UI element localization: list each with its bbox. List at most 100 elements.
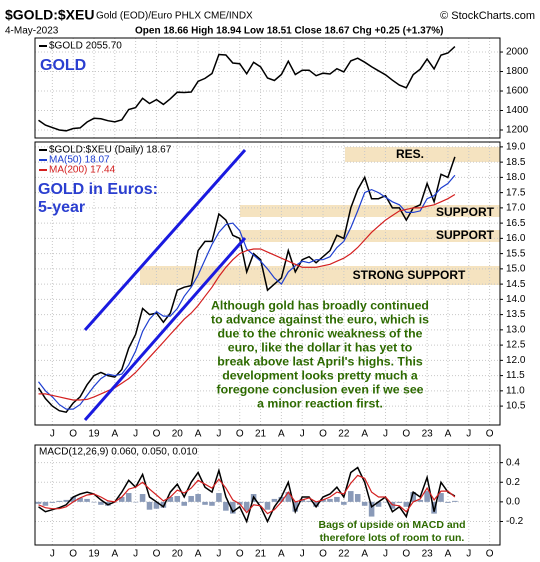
x-tick-label: 19 <box>88 429 100 440</box>
histogram-bar <box>431 501 437 514</box>
y-tick-label: 10.5 <box>506 401 526 412</box>
res-band <box>345 147 500 162</box>
x-tick-label: J <box>300 549 305 560</box>
x-tick-label: 23 <box>422 429 434 440</box>
y-tick-label: 2000 <box>506 47 529 58</box>
histogram-bar <box>42 501 49 506</box>
histogram-bar <box>91 501 97 503</box>
x-tick-label: 20 <box>172 549 184 560</box>
y-tick-label: 14.0 <box>506 294 526 305</box>
panel-annotation: GOLD in Euros: <box>38 181 158 198</box>
histogram-bar <box>181 501 187 506</box>
x-tick-label: A <box>278 549 285 560</box>
x-tick-label: J <box>50 429 55 440</box>
panel-frame <box>34 141 501 426</box>
x-tick-label: J <box>133 549 138 560</box>
x-tick-label: J <box>466 429 471 440</box>
x-tick-label: J <box>466 549 471 560</box>
y-tick-label: 1200 <box>506 125 529 136</box>
y-tick-label: 0.4 <box>506 457 520 468</box>
histogram-bar <box>264 501 271 510</box>
zone-label: RES. <box>396 147 424 161</box>
y-tick-label: 0.0 <box>506 497 520 508</box>
x-tick-label: J <box>383 429 388 440</box>
panel-frame <box>34 444 501 546</box>
x-tick-label: O <box>319 429 327 440</box>
x-tick-label: O <box>153 549 161 560</box>
x-tick-label: O <box>69 549 77 560</box>
x-tick-label: J <box>216 429 221 440</box>
comment-line: Bags of upside on MACD and <box>319 519 466 531</box>
comment-line: Although gold has broadly continued <box>211 298 429 312</box>
histogram-bar <box>243 501 250 511</box>
x-tick-label: 20 <box>172 429 184 440</box>
comment-line: to advance against the euro, which is <box>211 312 429 326</box>
legend-entry: MA(50) 18.07 <box>49 155 110 166</box>
y-tick-label: 15.0 <box>506 264 526 275</box>
histogram-bar <box>146 501 153 510</box>
x-tick-label: O <box>319 549 327 560</box>
series-line <box>37 156 456 414</box>
x-tick-label: J <box>300 429 305 440</box>
commentary: Although gold has broadly continued to a… <box>211 298 429 410</box>
histogram-bar <box>125 493 132 502</box>
histogram-bar <box>223 501 229 511</box>
strong-support-band <box>140 266 500 285</box>
histogram-bar <box>35 501 42 504</box>
series-line <box>38 474 456 515</box>
zone-label: STRONG SUPPORT <box>353 268 466 282</box>
histogram-bar <box>438 493 444 502</box>
histogram-bar <box>174 495 181 502</box>
histogram-bar <box>341 501 347 505</box>
x-tick-label: O <box>153 429 161 440</box>
y-tick-label: 13.0 <box>506 324 526 335</box>
comment-line: break above last April's highs. This <box>217 354 423 368</box>
x-tick-label: O <box>402 549 410 560</box>
histogram-bar <box>410 492 417 502</box>
histogram-bar <box>202 501 208 505</box>
x-tick-label: J <box>133 429 138 440</box>
histogram-bar <box>285 492 292 502</box>
y-tick-label: 17.0 <box>506 203 526 214</box>
histogram-bar <box>84 498 90 502</box>
y-tick-label: 1600 <box>506 86 529 97</box>
y-tick-label: 11.0 <box>506 385 525 396</box>
x-tick-label: A <box>278 429 285 440</box>
legend-entry: $GOLD 2055.70 <box>49 41 122 52</box>
histogram-bar <box>70 496 76 502</box>
y-tick-label: 16.5 <box>506 218 526 229</box>
histogram-bar <box>354 494 361 502</box>
x-tick-label: O <box>402 429 410 440</box>
x-tick-label: 23 <box>422 549 434 560</box>
comment-line: due to the chronic weakness of the <box>218 326 423 340</box>
histogram-bar <box>375 501 382 507</box>
y-tick-label: 0.2 <box>506 477 520 488</box>
histogram-bar <box>167 496 174 502</box>
x-tick-label: 22 <box>338 549 350 560</box>
x-tick-label: 22 <box>338 429 350 440</box>
histogram-bar <box>452 500 458 502</box>
histogram-bar <box>105 501 111 506</box>
y-tick-label: 14.5 <box>506 279 526 290</box>
histogram-bar <box>382 501 389 503</box>
panel-frame <box>34 37 501 139</box>
comment-line: foregone conclusion even if we see <box>216 382 423 396</box>
x-tick-label: O <box>486 429 494 440</box>
series-line <box>38 46 456 132</box>
y-tick-label: 1400 <box>506 105 529 116</box>
panel-annotation: GOLD <box>40 57 86 74</box>
zone-label: SUPPORT <box>436 228 495 242</box>
histogram-bar <box>292 501 299 512</box>
symbol-title: $GOLD:$XEU <box>5 7 94 23</box>
histogram-bar <box>424 491 430 502</box>
histogram-bar <box>49 501 56 503</box>
histogram-bar <box>195 494 201 502</box>
histogram-bar <box>334 496 340 502</box>
histogram-bar <box>77 497 83 502</box>
y-tick-label: 19.0 <box>506 142 526 153</box>
histogram-bar <box>327 498 333 502</box>
y-tick-label: 12.0 <box>506 355 526 366</box>
histogram-bar <box>417 499 423 502</box>
histogram-bar <box>306 500 312 502</box>
